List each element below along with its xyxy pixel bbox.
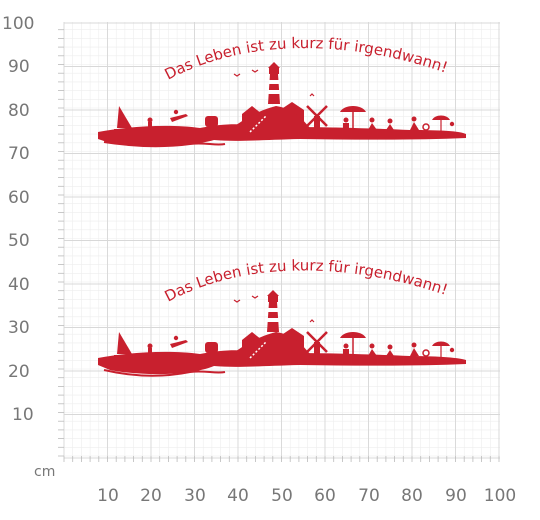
person-icon (343, 349, 349, 356)
lighthouse-stripe (267, 318, 279, 322)
person-icon (387, 118, 393, 124)
lighthouse-stripe (268, 90, 280, 94)
x-tick-label: 70 (358, 486, 380, 506)
person-icon (368, 123, 377, 130)
shoreline-wave (103, 369, 226, 377)
shoreline-wave (103, 141, 226, 148)
person-icon (410, 348, 419, 356)
x-tick-label: 60 (314, 486, 336, 506)
person-icon (410, 122, 419, 130)
y-tick-label: 70 (8, 144, 30, 164)
bird-icon (251, 295, 259, 299)
lighthouse-icon (268, 74, 280, 104)
beach-chair-icon (205, 342, 218, 353)
bicycle-icon (422, 349, 430, 357)
person-icon (343, 343, 349, 349)
person-icon (368, 349, 377, 356)
person-icon (148, 348, 152, 355)
person-icon (173, 335, 179, 341)
slogan-text: Das Leben ist zu kurz für irgendwann! (162, 256, 451, 305)
bird-icon (309, 93, 315, 97)
person-icon (449, 121, 455, 127)
y-axis-labels: 100 90 80 70 60 50 40 30 20 10 (2, 14, 34, 425)
y-tick-label: 20 (8, 362, 30, 382)
y-tick-label: 40 (8, 275, 30, 295)
y-tick-label: 90 (8, 57, 30, 77)
x-tick-label: 50 (271, 486, 293, 506)
bird-icon (233, 73, 241, 77)
hill-silhouette (232, 332, 310, 354)
beach-umbrella-icon (340, 332, 366, 338)
beach-chair-icon (205, 116, 218, 127)
surfer-icon (170, 114, 188, 122)
y-tick-label: 100 (2, 14, 34, 34)
y-tick-label: 10 (12, 405, 34, 425)
x-tick-label: 10 (97, 486, 119, 506)
person-icon (411, 342, 417, 348)
windmill-blades-icon (306, 331, 328, 353)
person-icon (386, 124, 394, 130)
unit-label: cm (34, 464, 55, 480)
wall-decal-small: Das Leben ist zu kurz für irgendwann! (98, 256, 466, 377)
hill-silhouette (232, 106, 310, 128)
person-icon (147, 117, 153, 123)
y-tick-label: 30 (8, 318, 30, 338)
windmill-icon (314, 342, 320, 354)
x-tick-label: 20 (140, 486, 162, 506)
person-icon (343, 117, 349, 123)
y-tick-label: 80 (8, 101, 30, 121)
beach-umbrella-icon (432, 115, 450, 120)
person-icon (411, 116, 417, 122)
x-tick-label: 100 (484, 486, 516, 506)
surfer-icon (170, 340, 188, 348)
slogan-text: Das Leben ist zu kurz für irgendwann! (162, 34, 450, 83)
windsurfer-sail-icon (117, 106, 132, 128)
bird-icon (309, 319, 315, 323)
x-tick-label: 90 (445, 486, 467, 506)
bird-icon (233, 299, 241, 303)
x-tick-label: 80 (401, 486, 423, 506)
lighthouse-roof-icon (267, 290, 279, 296)
bird-icon (251, 69, 259, 73)
bicycle-icon (422, 123, 430, 131)
lighthouse-stripe (268, 308, 278, 312)
person-icon (173, 109, 179, 115)
lighthouse-stripe (269, 80, 279, 84)
x-tick-label: 40 (227, 486, 249, 506)
person-icon (369, 117, 375, 123)
x-tick-label: 30 (184, 486, 206, 506)
lighthouse-icon (267, 302, 279, 332)
dune-silhouette (98, 350, 466, 375)
x-axis-labels: 10 20 30 40 50 60 70 80 90 100 (97, 486, 516, 506)
person-icon (369, 343, 375, 349)
beach-umbrella-icon (340, 106, 366, 112)
person-icon (343, 123, 349, 130)
y-tick-label: 60 (8, 188, 30, 208)
windmill-blades-icon (306, 105, 328, 127)
person-icon (147, 343, 153, 349)
lighthouse-lantern-icon (268, 296, 278, 302)
lighthouse-lantern-icon (269, 68, 279, 74)
lighthouse-roof-icon (268, 62, 280, 68)
person-icon (148, 122, 152, 129)
windsurfer-sail-icon (117, 332, 132, 354)
person-icon (449, 347, 455, 353)
measurement-grid (58, 22, 500, 462)
wall-decal-large: Das Leben ist zu kurz für irgendwann! (98, 34, 466, 148)
beach-umbrella-icon (432, 341, 450, 346)
person-icon (387, 344, 393, 350)
y-tick-label: 50 (8, 231, 30, 251)
windmill-icon (314, 116, 320, 128)
person-icon (386, 350, 394, 356)
